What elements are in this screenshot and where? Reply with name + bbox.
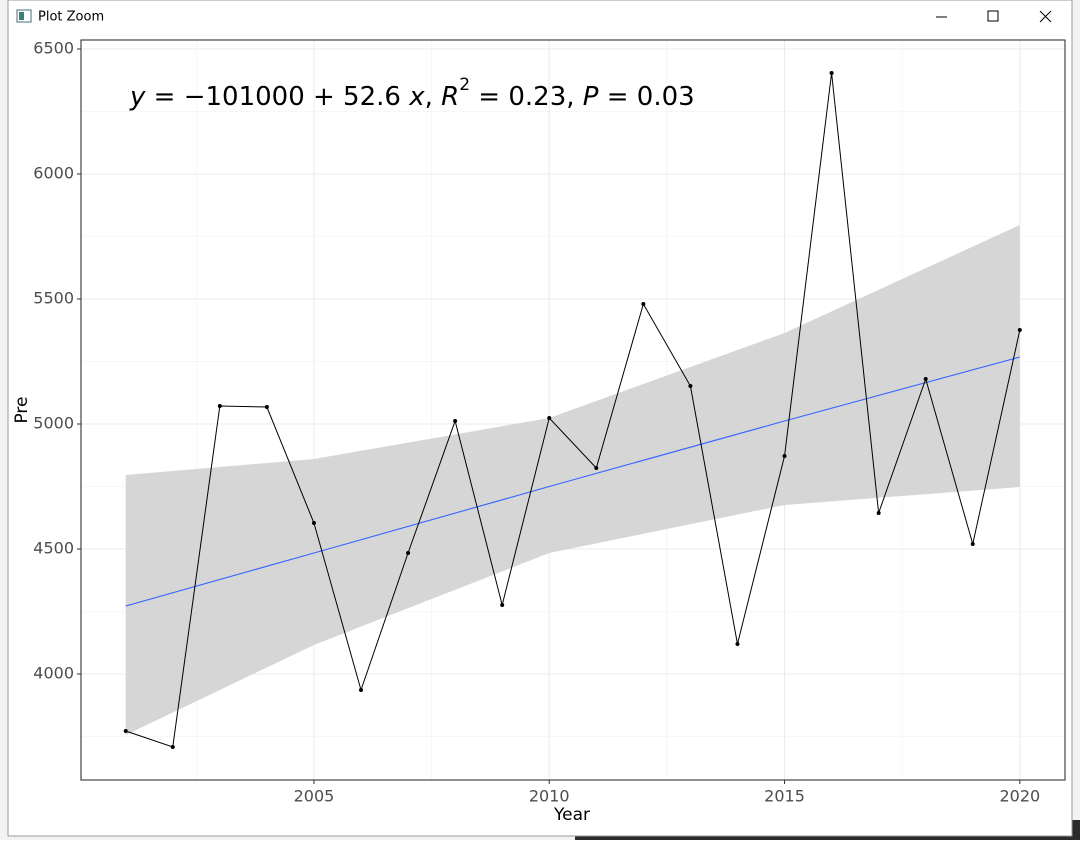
y-tick-label: 5000 xyxy=(33,414,74,433)
data-point xyxy=(170,745,175,749)
x-axis-title: Year xyxy=(553,805,590,825)
data-point xyxy=(923,377,928,381)
x-tick-label: 2015 xyxy=(764,787,805,806)
eq-part: , xyxy=(425,82,442,112)
x-tick-label: 2005 xyxy=(294,787,335,806)
data-point xyxy=(782,454,787,458)
x-tick-label: 2020 xyxy=(999,787,1040,806)
eq-superscript: 2 xyxy=(459,75,470,95)
window-title: Plot Zoom xyxy=(38,10,104,25)
data-point xyxy=(264,405,269,409)
y-tick-label: 6500 xyxy=(33,39,74,58)
eq-part: y xyxy=(129,82,146,112)
y-tick-label: 5500 xyxy=(33,289,74,308)
eq-part: = 0.03 xyxy=(598,82,694,112)
data-point xyxy=(641,302,646,306)
x-tick-label: 2010 xyxy=(529,787,570,806)
data-point xyxy=(406,551,411,555)
data-point xyxy=(970,542,975,546)
data-point xyxy=(500,603,505,607)
eq-part: = 0.23, xyxy=(470,82,583,112)
panel-border xyxy=(80,39,1066,781)
data-point xyxy=(688,384,693,388)
eq-part: = −101000 + 52.6 xyxy=(145,82,409,112)
data-point xyxy=(311,521,316,525)
eq-part: x xyxy=(408,82,425,112)
data-point xyxy=(547,416,552,420)
data-point xyxy=(453,419,458,423)
y-axis-title: Pre xyxy=(12,396,32,423)
close-button[interactable] xyxy=(1039,10,1052,23)
fit-line xyxy=(125,356,1020,607)
data-point xyxy=(1017,328,1022,332)
equation: y = −101000 + 52.6 x, R2 = 0.23, P = 0.0… xyxy=(129,75,695,112)
maximize-button[interactable] xyxy=(987,10,999,22)
data-point xyxy=(735,642,740,646)
plot: 4000 4500 5000 5500 6000 6500 2005 2010 2015 2020 xyxy=(33,39,1066,806)
app-icon-inner xyxy=(19,12,24,20)
data-line xyxy=(125,72,1021,748)
eq-part: R xyxy=(441,82,459,112)
y-tick-label: 6000 xyxy=(33,164,74,183)
data-point xyxy=(217,404,222,408)
data-point xyxy=(359,688,363,692)
data-point xyxy=(876,511,881,515)
y-tick-label: 4500 xyxy=(33,539,74,558)
eq-part: P xyxy=(583,82,599,112)
y-tick-label: 4000 xyxy=(33,664,74,683)
data-point xyxy=(829,71,834,75)
data-point xyxy=(594,466,599,470)
data-point xyxy=(123,729,128,733)
